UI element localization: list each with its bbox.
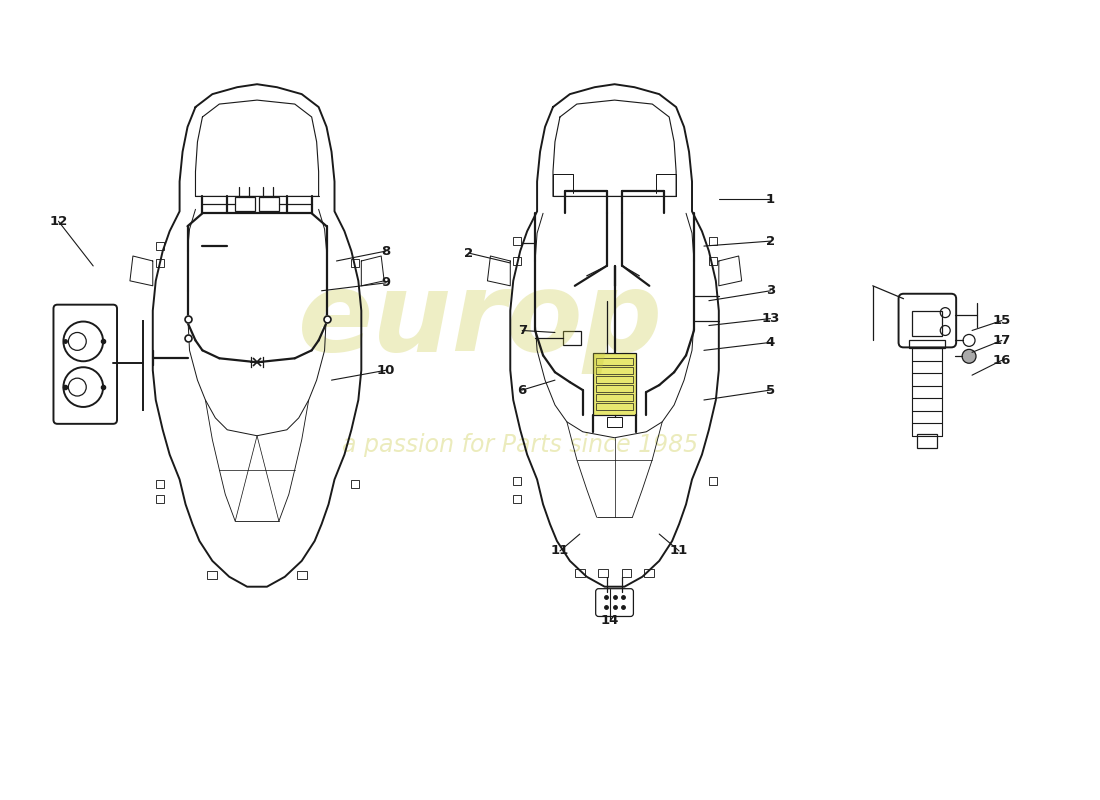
Bar [351,259,360,267]
Bar [596,394,634,401]
Text: 1: 1 [766,193,775,206]
Bar [563,331,581,346]
Text: 10: 10 [377,364,395,377]
Bar [156,481,164,488]
Text: 9: 9 [382,276,390,290]
Text: 2: 2 [766,234,775,248]
Text: 3: 3 [766,284,775,298]
Bar [913,310,943,337]
Bar [514,478,521,486]
Text: 11: 11 [670,545,689,558]
Bar [597,569,607,577]
Bar [258,198,279,211]
Text: 13: 13 [761,312,780,325]
Bar [596,376,634,383]
Bar [621,569,631,577]
Text: 6: 6 [518,383,527,397]
Text: 8: 8 [382,245,390,258]
Bar [708,478,717,486]
Bar [156,259,164,267]
Text: 17: 17 [992,334,1011,347]
Bar [235,198,255,211]
Text: 4: 4 [766,336,775,349]
Bar [514,257,521,265]
Text: 16: 16 [992,354,1011,366]
Text: 7: 7 [518,324,527,337]
Bar [596,403,634,410]
Bar [708,257,717,265]
Text: 5: 5 [766,383,775,397]
Circle shape [962,350,976,363]
Text: 11: 11 [551,545,569,558]
Bar [575,569,585,577]
Bar [596,385,634,392]
Bar [514,495,521,503]
Bar [596,367,634,374]
Bar [596,358,634,366]
Bar [645,569,654,577]
Bar [606,417,623,427]
Bar [297,571,307,578]
Bar [156,495,164,503]
Text: 15: 15 [992,314,1011,327]
Bar [917,434,937,448]
Bar [351,481,360,488]
Text: 14: 14 [601,614,619,627]
Text: 12: 12 [50,214,67,228]
Text: 2: 2 [464,246,473,259]
Bar [208,571,218,578]
Text: a passion for Parts since 1985: a passion for Parts since 1985 [342,433,698,457]
Bar [910,341,945,348]
Text: europ: europ [298,267,663,374]
Bar [708,237,717,245]
Bar [156,242,164,250]
Bar [593,354,637,415]
Bar [514,237,521,245]
